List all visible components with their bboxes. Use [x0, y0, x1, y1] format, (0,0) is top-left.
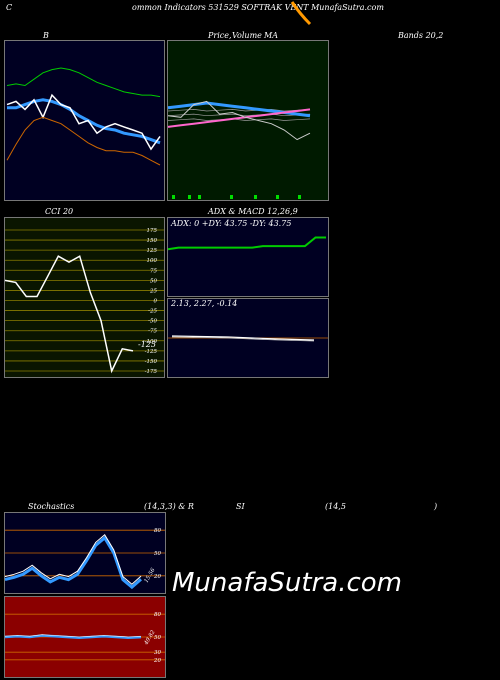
cci-tick-label: 175: [147, 228, 158, 234]
adx-text: ADX: 0 +DY: 43.75 -DY: 43.75: [171, 219, 292, 228]
cci-tick-label: -150: [145, 359, 158, 365]
paren-close: ): [434, 502, 438, 511]
adx-macd-label: ADX & MACD 12,26,9: [208, 207, 298, 216]
rsi-tick-label: 50: [154, 635, 161, 641]
corner-swoosh: [290, 1, 312, 26]
macd-text: 2.13, 2.27, -0.14: [171, 299, 238, 308]
macd-line: [171, 335, 315, 341]
ma-line: [167, 109, 311, 112]
stoch-k-line: [4, 535, 142, 590]
bands-label: Bands 20,2: [398, 31, 444, 40]
stoch-tick-label: 20: [153, 574, 161, 580]
stoch-tick-label: 50: [154, 551, 161, 557]
ma-pink-line: [167, 108, 311, 128]
macd-panel: [167, 298, 329, 378]
cci-panel: 175 150 125 100 75 50 25 0 -25 -50 -75 -100 -125 -150…: [4, 217, 165, 378]
volume-bar: [188, 195, 191, 199]
cci-tick-label: -75: [148, 329, 157, 335]
bollinger-chart: [6, 67, 161, 166]
cci-value: -125: [138, 340, 156, 349]
cci-tick-label: -100: [145, 339, 158, 345]
cci-tick-label: 50: [150, 278, 157, 284]
cci-tick-label: 75: [150, 268, 157, 274]
volume-bar: [198, 195, 201, 199]
stoch-params: (14,3,3) & R: [144, 502, 194, 511]
cci-label: CCI 20: [45, 207, 74, 216]
rsi-signal-line: [4, 634, 142, 638]
header-title: ommon Indicators 531529 SOFTRAK VENT Mun…: [132, 3, 384, 12]
adx-line: [167, 236, 326, 251]
cci-tick-label: -125: [145, 349, 158, 355]
volume-bar: [254, 195, 257, 199]
middle-band-line: [7, 98, 161, 145]
rsi-tick-label: 20: [153, 658, 161, 664]
macd-chart: [168, 335, 328, 342]
cci-tick-label: 0: [154, 299, 158, 305]
adx-panel: [167, 217, 329, 297]
adx-chart: [167, 236, 326, 251]
rsi-params: (14,5: [325, 502, 346, 511]
bollinger-panel: [4, 40, 165, 201]
ma-label: MA: [264, 31, 278, 40]
ma-line: [167, 118, 311, 121]
signal-line: [171, 336, 315, 342]
watermark: MunafaSutra.com: [172, 568, 403, 598]
cci-tick-label: 125: [147, 248, 158, 254]
rsi-tick-label: 30: [154, 650, 161, 656]
price-line: [6, 93, 161, 151]
volume-bar: [230, 195, 233, 199]
volume-bar: [172, 195, 175, 199]
cci-tick-label: 150: [147, 238, 158, 244]
volume-bar: [298, 195, 301, 199]
price-label: Price,: [208, 31, 232, 40]
stoch-tick-label: 80: [154, 528, 161, 534]
cci-tick-label: -175: [145, 369, 158, 375]
header-c: C: [6, 3, 13, 12]
price-line: [167, 100, 311, 141]
cci-tick-label: -25: [148, 309, 157, 315]
rsi-tick-label: 80: [154, 612, 161, 618]
rsi-line: [4, 634, 142, 640]
stoch-d-line: [4, 534, 142, 585]
stoch-label: Stochastics: [28, 502, 75, 511]
rsi-panel: 80 50 30 20 49.82: [4, 596, 166, 678]
price-panel: [167, 40, 329, 201]
price-chart: [167, 100, 311, 199]
cci-tick-label: 25: [149, 288, 157, 294]
stoch-panel: 80 50 20 15.56: [4, 512, 166, 594]
volume-label: Volume: [232, 31, 262, 40]
upper-band-line: [6, 67, 161, 98]
cci-line: [4, 255, 134, 374]
cci-chart: 1751501251007550250-25-50-75-100-125-150…: [4, 228, 164, 375]
volume-bar: [276, 195, 279, 199]
cci-tick-label: -50: [148, 319, 157, 325]
rsi-label: SI: [236, 502, 245, 511]
lower-band-line: [6, 116, 161, 166]
bollinger-label: B: [43, 31, 49, 40]
cci-tick-label: 100: [147, 258, 158, 264]
